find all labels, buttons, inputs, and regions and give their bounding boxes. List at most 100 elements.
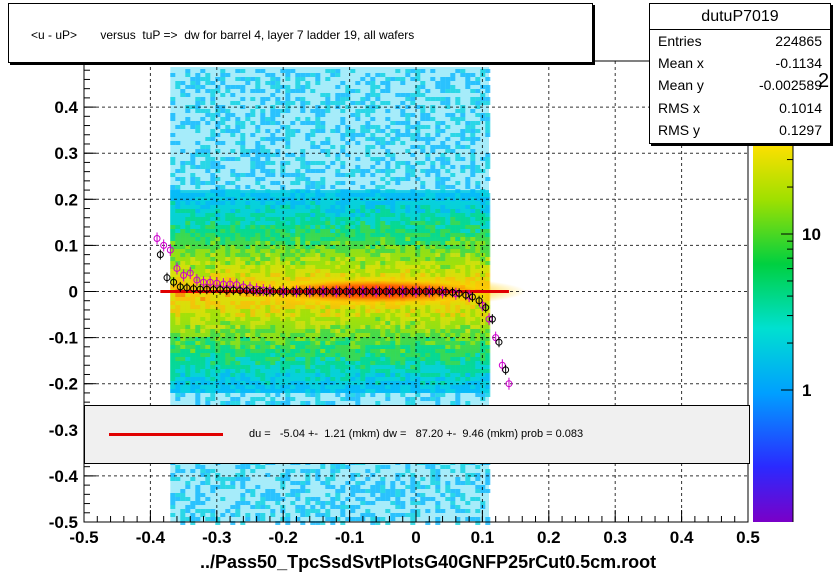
heatmap-cell	[335, 157, 341, 161]
heatmap-cell	[190, 477, 196, 481]
heatmap-cell	[460, 249, 466, 253]
heatmap-cell	[455, 349, 461, 353]
heatmap-cell	[300, 381, 306, 385]
heatmap-cell	[475, 165, 481, 169]
heatmap-cell	[265, 269, 271, 273]
heatmap-cell	[410, 97, 416, 101]
heatmap-cell	[295, 189, 301, 193]
heatmap-cell	[410, 513, 416, 517]
heatmap-cell	[355, 333, 361, 337]
heatmap-cell	[310, 217, 316, 221]
heatmap-cell	[315, 381, 321, 385]
heatmap-cell	[320, 221, 326, 225]
heatmap-cell	[410, 361, 416, 365]
heatmap-cell	[205, 281, 211, 285]
heatmap-cell	[275, 113, 281, 117]
heatmap-cell	[300, 309, 306, 313]
heatmap-cell	[420, 185, 426, 189]
heatmap-cell	[475, 121, 481, 125]
heatmap-cell	[330, 469, 336, 473]
heatmap-cell	[460, 133, 466, 137]
heatmap-cell	[485, 325, 491, 329]
heatmap-cell	[240, 297, 246, 301]
heatmap-cell	[200, 345, 206, 349]
heatmap-cell	[440, 349, 446, 353]
heatmap-cell	[330, 213, 336, 217]
heatmap-cell	[190, 277, 196, 281]
heatmap-cell	[250, 385, 256, 389]
heatmap-cell	[235, 205, 241, 209]
heatmap-cell	[345, 217, 351, 221]
heatmap-cell	[375, 269, 381, 273]
heatmap-cell	[230, 169, 236, 173]
heatmap-cell	[365, 501, 371, 505]
heatmap-cell	[465, 273, 471, 277]
heatmap-cell	[360, 373, 366, 377]
heatmap-cell	[270, 109, 276, 113]
heatmap-cell	[360, 393, 366, 397]
heatmap-cell	[400, 345, 406, 349]
heatmap-cell	[235, 509, 241, 513]
heatmap-cell	[180, 161, 186, 165]
heatmap-cell	[300, 401, 306, 405]
heatmap-cell	[245, 313, 251, 317]
heatmap-cell	[220, 325, 226, 329]
heatmap-cell	[175, 333, 181, 337]
heatmap-cell	[260, 265, 266, 269]
heatmap-cell	[395, 237, 401, 241]
heatmap-cell	[440, 353, 446, 357]
heatmap-cell	[235, 141, 241, 145]
heatmap-cell	[270, 77, 276, 81]
heatmap-cell	[215, 245, 221, 249]
heatmap-cell	[365, 225, 371, 229]
heatmap-cell	[205, 181, 211, 185]
heatmap-cell	[265, 161, 271, 165]
heatmap-cell	[395, 501, 401, 505]
heatmap-cell	[340, 245, 346, 249]
heatmap-cell	[375, 257, 381, 261]
heatmap-cell	[375, 313, 381, 317]
heatmap-cell	[485, 361, 491, 365]
heatmap-cell	[455, 345, 461, 349]
heatmap-cell	[340, 325, 346, 329]
heatmap-cell	[170, 97, 176, 101]
heatmap-cell	[340, 273, 346, 277]
heatmap-cell	[270, 253, 276, 257]
heatmap-cell	[330, 237, 336, 241]
heatmap-cell	[290, 213, 296, 217]
heatmap-cell	[420, 313, 426, 317]
heatmap-cell	[180, 273, 186, 277]
heatmap-cell	[460, 69, 466, 73]
heatmap-cell	[235, 385, 241, 389]
heatmap-cell	[350, 137, 356, 141]
heatmap-cell	[280, 381, 286, 385]
heatmap-cell	[375, 253, 381, 257]
heatmap-cell	[195, 329, 201, 333]
heatmap-cell	[365, 385, 371, 389]
heatmap-cell	[335, 309, 341, 313]
heatmap-cell	[425, 497, 431, 501]
heatmap-cell	[485, 345, 491, 349]
heatmap-cell	[430, 321, 436, 325]
heatmap-cell	[430, 109, 436, 113]
heatmap-cell	[295, 129, 301, 133]
heatmap-cell	[440, 233, 446, 237]
heatmap-cell	[275, 333, 281, 337]
heatmap-cell	[235, 373, 241, 377]
heatmap-cell	[180, 309, 186, 313]
heatmap-cell	[240, 125, 246, 129]
heatmap-cell	[265, 169, 271, 173]
heatmap-cell	[205, 385, 211, 389]
heatmap-cell	[175, 285, 181, 289]
heatmap-cell	[380, 357, 386, 361]
heatmap-cell	[270, 225, 276, 229]
heatmap-cell	[215, 341, 221, 345]
heatmap-cell	[455, 313, 461, 317]
heatmap-cell	[270, 377, 276, 381]
heatmap-cell	[355, 249, 361, 253]
heatmap-cell	[285, 469, 291, 473]
heatmap-cell	[265, 381, 271, 385]
heatmap-cell	[315, 185, 321, 189]
heatmap-cell	[325, 401, 331, 405]
heatmap-cell	[315, 337, 321, 341]
